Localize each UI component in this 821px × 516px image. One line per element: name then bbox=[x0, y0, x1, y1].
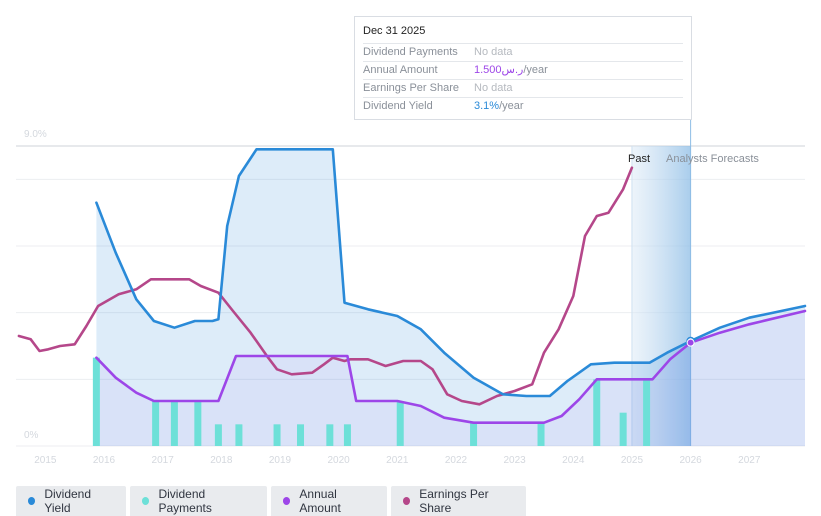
tooltip-key: Dividend Payments bbox=[363, 46, 458, 58]
period-forecast-label: Analysts Forecasts bbox=[666, 153, 759, 165]
tooltip-date: Dec 31 2025 bbox=[363, 25, 683, 44]
payment-bar bbox=[214, 424, 222, 446]
earnings-per-share-line bbox=[17, 166, 634, 406]
payment-bars bbox=[92, 357, 651, 446]
legend-label: Annual Amount bbox=[299, 487, 341, 515]
x-tick-label: 2018 bbox=[210, 455, 233, 466]
payment-bar bbox=[537, 422, 545, 446]
legend-label: Dividend Yield bbox=[44, 487, 92, 515]
period-past-label: Past bbox=[628, 153, 650, 165]
tooltip-panel: Dec 31 2025 Dividend Payments No data An… bbox=[354, 16, 692, 120]
x-tick-label: 2017 bbox=[152, 455, 175, 466]
payment-bar bbox=[273, 424, 281, 446]
legend-annual-amount[interactable]: Annual Amount bbox=[271, 486, 387, 516]
payment-bar bbox=[152, 401, 160, 446]
x-tick-label: 2026 bbox=[679, 455, 702, 466]
series-lines bbox=[17, 148, 807, 424]
payment-bar bbox=[194, 401, 202, 446]
highlight-markers bbox=[686, 336, 695, 347]
x-tick-label: 2023 bbox=[503, 455, 526, 466]
x-tick-label: 2020 bbox=[328, 455, 351, 466]
legend-earnings-per-share[interactable]: Earnings Per Share bbox=[391, 486, 526, 516]
tooltip-key: Annual Amount bbox=[363, 64, 438, 76]
x-tick-label: 2015 bbox=[34, 455, 57, 466]
y-label-bottom: 0% bbox=[24, 430, 39, 441]
payment-bar bbox=[343, 424, 351, 446]
x-tick-label: 2021 bbox=[386, 455, 409, 466]
dividend-yield-area bbox=[96, 149, 805, 447]
legend-dividend-payments[interactable]: Dividend Payments bbox=[130, 486, 267, 516]
tooltip-unit: /year bbox=[499, 100, 524, 112]
dividend-yield-line bbox=[95, 148, 807, 398]
payment-bar bbox=[619, 412, 627, 446]
area-fills bbox=[96, 149, 805, 447]
legend-dot-icon bbox=[28, 497, 36, 505]
tooltip-key: Earnings Per Share bbox=[363, 82, 459, 94]
tooltip-row-eps: Earnings Per Share No data bbox=[363, 80, 683, 98]
payment-bar bbox=[326, 424, 334, 446]
x-tick-label: 2019 bbox=[269, 455, 292, 466]
x-tick-label: 2016 bbox=[93, 455, 116, 466]
tooltip-unit: /year bbox=[523, 64, 548, 76]
x-tick-label: 2022 bbox=[445, 455, 468, 466]
x-tick-label: 2024 bbox=[562, 455, 585, 466]
payment-bar bbox=[170, 401, 178, 446]
legend-dot-icon bbox=[403, 497, 411, 505]
legend-dot-icon bbox=[283, 497, 291, 505]
payment-bar bbox=[470, 422, 478, 446]
tooltip-row-annual: Annual Amount 1.500ر.س /year bbox=[363, 62, 683, 80]
forecast-band-rect bbox=[631, 146, 691, 446]
dividend-chart: 9.0% 0% 2015 2016 2017 2018 2019 2020 2021 2022 20… bbox=[16, 120, 807, 466]
legend-dividend-yield[interactable]: Dividend Yield bbox=[16, 486, 126, 516]
tooltip-value: 1.500ر.س bbox=[474, 64, 524, 76]
annual-amount-line bbox=[95, 309, 807, 424]
payment-bar bbox=[235, 424, 243, 446]
payment-bar bbox=[297, 424, 305, 446]
tooltip-value: No data bbox=[474, 82, 513, 94]
tooltip-row-yield: Dividend Yield 3.1% /year bbox=[363, 98, 683, 115]
annual-amount-marker bbox=[686, 338, 695, 347]
y-label-top: 9.0% bbox=[24, 129, 47, 140]
annual-amount-area bbox=[96, 311, 805, 446]
tooltip-row-payments: Dividend Payments No data bbox=[363, 44, 683, 62]
x-tick-label: 2025 bbox=[621, 455, 644, 466]
payment-bar bbox=[643, 379, 651, 446]
legend-dot-icon bbox=[142, 497, 150, 505]
legend-label: Earnings Per Share bbox=[419, 487, 489, 515]
axis-labels: 9.0% 0% 2015 2016 2017 2018 2019 2020 2021 2022 20… bbox=[24, 129, 761, 466]
legend-label: Dividend Payments bbox=[158, 487, 212, 515]
payment-bar bbox=[396, 401, 404, 446]
forecast-band bbox=[631, 120, 692, 446]
payment-bar bbox=[593, 379, 601, 446]
chart-legend: Dividend Yield Dividend Payments Annual … bbox=[16, 486, 526, 516]
tooltip-value: 3.1% bbox=[474, 100, 500, 112]
tooltip-value: No data bbox=[474, 46, 513, 58]
tooltip-key: Dividend Yield bbox=[363, 100, 433, 112]
x-tick-label: 2027 bbox=[738, 455, 761, 466]
payment-bar bbox=[92, 357, 100, 446]
